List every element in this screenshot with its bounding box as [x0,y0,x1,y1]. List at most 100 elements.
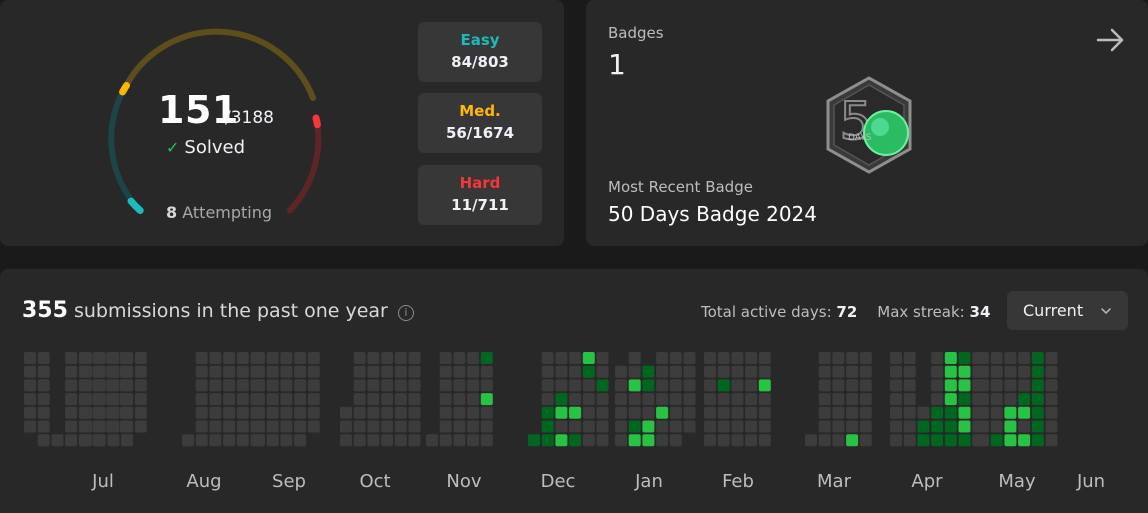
fifty-days-badge-icon[interactable]: 5 DAYS [822,75,916,175]
calendar-day-cell[interactable] [977,434,989,447]
calendar-day-cell[interactable] [480,393,493,406]
calendar-day-cell[interactable] [890,420,902,433]
calendar-day-cell[interactable] [596,420,609,433]
calendar-day-cell[interactable] [615,406,627,419]
calendar-day-cell[interactable] [582,420,595,433]
calendar-day-cell[interactable] [569,420,582,433]
calendar-day-cell[interactable] [266,420,279,433]
calendar-day-cell[interactable] [107,393,120,406]
calendar-day-cell[interactable] [596,434,609,447]
calendar-day-cell[interactable] [555,406,568,419]
calendar-day-cell[interactable] [1045,393,1058,406]
calendar-day-cell[interactable] [669,365,682,378]
calendar-day-cell[interactable] [615,434,627,447]
year-dropdown[interactable]: Current [1007,291,1128,330]
calendar-day-cell[interactable] [628,420,641,433]
calendar-day-cell[interactable] [80,406,92,419]
calendar-day-cell[interactable] [280,365,293,378]
calendar-day-cell[interactable] [818,365,831,378]
calendar-day-cell[interactable] [704,365,716,378]
calendar-day-cell[interactable] [669,406,682,419]
calendar-day-cell[interactable] [615,393,627,406]
calendar-day-cell[interactable] [307,365,320,378]
calendar-day-cell[interactable] [223,365,236,378]
calendar-day-cell[interactable] [717,434,730,447]
calendar-day-cell[interactable] [1018,434,1031,447]
calendar-day-cell[interactable] [367,379,380,392]
calendar-day-cell[interactable] [846,393,859,406]
calendar-day-cell[interactable] [990,379,1003,392]
calendar-day-cell[interactable] [367,365,380,378]
calendar-day-cell[interactable] [903,379,916,392]
calendar-day-cell[interactable] [569,406,582,419]
calendar-day-cell[interactable] [367,420,380,433]
calendar-day-cell[interactable] [1031,393,1044,406]
calendar-day-cell[interactable] [209,379,222,392]
calendar-day-cell[interactable] [340,420,352,433]
calendar-day-cell[interactable] [307,393,320,406]
calendar-day-cell[interactable] [353,434,366,447]
calendar-day-cell[interactable] [1045,434,1058,447]
calendar-day-cell[interactable] [859,393,872,406]
calendar-day-cell[interactable] [944,379,957,392]
calendar-day-cell[interactable] [107,434,120,447]
calendar-day-cell[interactable] [93,406,106,419]
calendar-day-cell[interactable] [832,420,845,433]
calendar-day-cell[interactable] [758,379,771,392]
calendar-day-cell[interactable] [294,365,307,378]
calendar-day-cell[interactable] [24,352,36,364]
calendar-day-cell[interactable] [394,352,407,364]
calendar-day-cell[interactable] [903,365,916,378]
calendar-day-cell[interactable] [394,434,407,447]
calendar-day-cell[interactable] [683,379,696,392]
calendar-day-cell[interactable] [394,365,407,378]
calendar-day-cell[interactable] [294,434,307,447]
calendar-day-cell[interactable] [555,434,568,447]
calendar-day-cell[interactable] [596,352,609,364]
calendar-day-cell[interactable] [439,365,452,378]
calendar-day-cell[interactable] [683,420,696,433]
calendar-day-cell[interactable] [294,420,307,433]
calendar-day-cell[interactable] [353,393,366,406]
calendar-day-cell[interactable] [555,352,568,364]
calendar-day-cell[interactable] [958,393,971,406]
calendar-day-cell[interactable] [596,406,609,419]
calendar-day-cell[interactable] [408,420,421,433]
calendar-day-cell[interactable] [944,352,957,364]
calendar-day-cell[interactable] [24,379,36,392]
calendar-day-cell[interactable] [294,379,307,392]
calendar-day-cell[interactable] [977,406,989,419]
calendar-day-cell[interactable] [541,352,554,364]
calendar-day-cell[interactable] [958,365,971,378]
calendar-day-cell[interactable] [467,352,480,364]
calendar-day-cell[interactable] [294,393,307,406]
calendar-day-cell[interactable] [253,352,265,364]
calendar-day-cell[interactable] [467,365,480,378]
calendar-day-cell[interactable] [121,420,134,433]
calendar-day-cell[interactable] [656,434,669,447]
calendar-day-cell[interactable] [931,365,944,378]
calendar-day-cell[interactable] [555,393,568,406]
calendar-day-cell[interactable] [307,420,320,433]
calendar-day-cell[interactable] [683,352,696,364]
calendar-day-cell[interactable] [353,420,366,433]
calendar-day-cell[interactable] [642,379,655,392]
calendar-day-cell[interactable] [977,393,989,406]
calendar-day-cell[interactable] [121,352,134,364]
calendar-day-cell[interactable] [890,352,902,364]
calendar-day-cell[interactable] [93,393,106,406]
calendar-day-cell[interactable] [903,406,916,419]
calendar-day-cell[interactable] [958,352,971,364]
calendar-day-cell[interactable] [832,434,845,447]
calendar-day-cell[interactable] [745,352,758,364]
calendar-day-cell[interactable] [818,393,831,406]
calendar-day-cell[interactable] [958,434,971,447]
calendar-day-cell[interactable] [394,420,407,433]
calendar-day-cell[interactable] [340,434,352,447]
calendar-day-cell[interactable] [307,379,320,392]
calendar-day-cell[interactable] [818,406,831,419]
calendar-day-cell[interactable] [977,420,989,433]
calendar-day-cell[interactable] [467,406,480,419]
calendar-day-cell[interactable] [958,420,971,433]
calendar-day-cell[interactable] [859,406,872,419]
